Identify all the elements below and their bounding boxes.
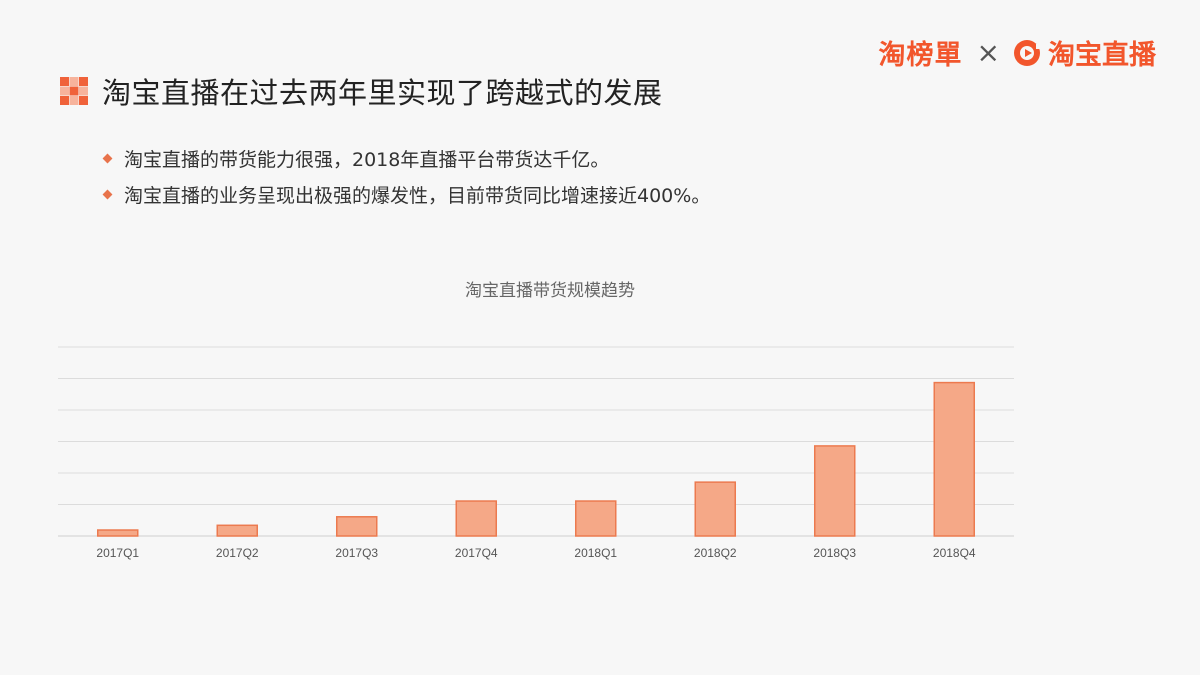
x-tick-label: 2017Q2 — [216, 546, 259, 560]
bullet-text: 淘宝直播的带货能力很强，2018年直播平台带货达千亿。 — [124, 148, 610, 171]
taobao-live-logo-text: 淘宝直播 — [1048, 40, 1156, 71]
x-tick-label: 2018Q4 — [933, 546, 976, 560]
bullet-item: 淘宝直播的业务呈现出极强的爆发性，目前带货同比增速接近400%。 — [102, 176, 711, 212]
x-tick-label: 2018Q1 — [574, 546, 617, 560]
x-tick-label: 2017Q4 — [455, 546, 498, 560]
brand-separator: × — [976, 36, 1000, 69]
x-tick-label: 2017Q3 — [335, 546, 378, 560]
bar-2018Q3 — [814, 445, 856, 537]
orange-checker-icon — [60, 77, 88, 105]
bar-2018Q1 — [575, 500, 617, 537]
brand-logos: 淘榜單 × 淘宝直播 — [879, 33, 1156, 72]
x-tick-label: 2017Q1 — [96, 546, 139, 560]
bullet-item: 淘宝直播的带货能力很强，2018年直播平台带货达千亿。 — [102, 140, 710, 176]
bar-2017Q1 — [97, 529, 139, 537]
x-tick-label: 2018Q2 — [694, 546, 737, 560]
bar-2018Q4 — [933, 381, 975, 537]
page-title: 淘宝直播在过去两年里实现了跨越式的发展 — [102, 76, 663, 110]
bar-2017Q4 — [455, 500, 497, 537]
chart-title: 淘宝直播带货规模趋势 — [465, 281, 635, 301]
bar-2017Q3 — [336, 516, 378, 537]
x-tick-label: 2018Q3 — [813, 546, 856, 560]
bar-2017Q2 — [216, 524, 258, 537]
bar-2018Q2 — [694, 481, 736, 537]
taobao-live-icon — [1014, 39, 1044, 66]
bullet-text: 淘宝直播的业务呈现出极强的爆发性，目前带货同比增速接近400%。 — [124, 184, 711, 207]
taobangdan-logo: 淘榜單 — [878, 40, 963, 71]
page-header: 淘宝直播在过去两年里实现了跨越式的发展 — [60, 70, 663, 112]
bullet-list: 淘宝直播的带货能力很强，2018年直播平台带货达千亿。 淘宝直播的业务呈现出极强… — [102, 140, 711, 212]
